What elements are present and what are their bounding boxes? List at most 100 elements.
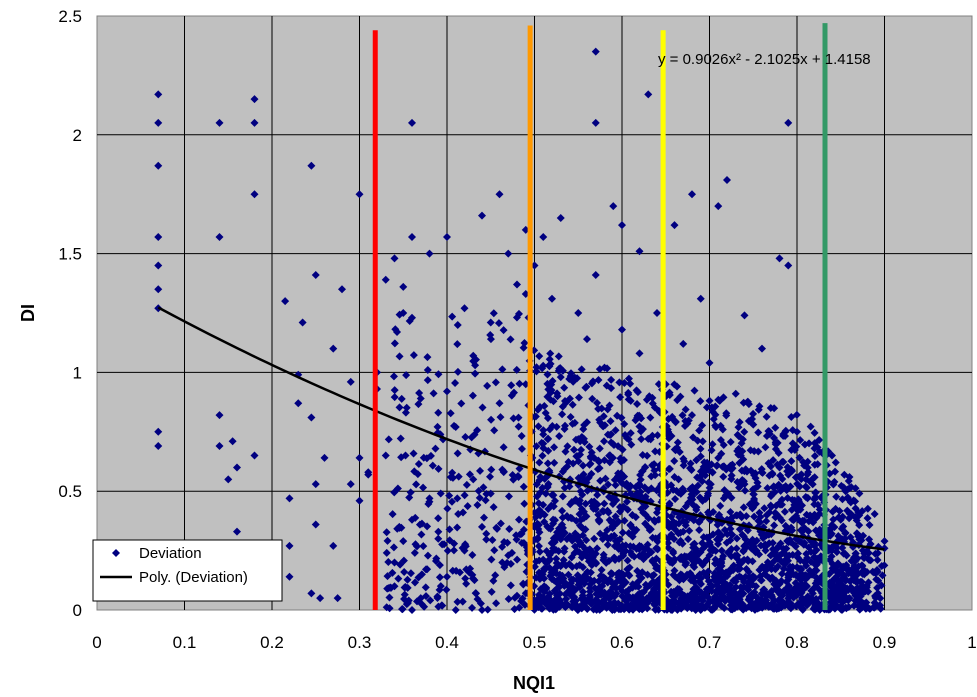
data-point [329, 541, 338, 550]
data-point [451, 379, 460, 388]
data-point [612, 589, 621, 598]
data-point [681, 405, 690, 414]
data-point [776, 500, 785, 509]
data-point [800, 461, 809, 470]
data-point [454, 472, 463, 481]
data-point [574, 393, 583, 402]
data-point [414, 400, 423, 409]
data-point [606, 417, 615, 426]
data-point [454, 509, 463, 518]
data-point [600, 499, 609, 508]
data-point [837, 604, 846, 613]
data-point [412, 480, 421, 489]
data-point [423, 551, 432, 560]
data-point [732, 534, 741, 543]
data-point [537, 604, 546, 613]
data-point [409, 449, 418, 458]
y-tick-label: 0.5 [58, 482, 82, 501]
data-point [815, 435, 824, 444]
data-point [492, 599, 501, 608]
data-point [860, 554, 869, 563]
data-point [808, 480, 817, 489]
data-point [667, 481, 676, 490]
data-point [421, 583, 430, 592]
data-point [530, 562, 539, 571]
data-point [405, 493, 414, 502]
data-point [649, 570, 658, 579]
x-tick-label: 0.2 [260, 633, 284, 652]
data-point [614, 544, 623, 553]
data-point [381, 451, 390, 460]
data-point [556, 373, 565, 382]
data-point [863, 514, 872, 523]
data-point [346, 377, 355, 386]
data-point [880, 537, 889, 546]
data-point [779, 457, 788, 466]
data-point [863, 504, 872, 513]
data-point [592, 559, 601, 568]
data-point [394, 574, 403, 583]
data-point [435, 573, 444, 582]
data-point [829, 480, 838, 489]
data-point [534, 422, 543, 431]
data-point [688, 411, 696, 420]
data-point [635, 422, 644, 431]
data-point [723, 572, 732, 581]
data-point [689, 433, 698, 442]
data-point [586, 454, 595, 463]
data-point [663, 539, 672, 548]
data-point [595, 605, 604, 614]
data-point [686, 459, 695, 468]
x-tick-label: 1 [967, 633, 976, 652]
data-point [653, 309, 661, 317]
data-point [880, 561, 889, 570]
data-point [847, 557, 856, 566]
data-point [765, 471, 774, 480]
data-point [857, 598, 866, 607]
data-point [574, 580, 583, 589]
data-point [443, 504, 452, 513]
data-point [593, 500, 602, 509]
data-point [479, 483, 488, 492]
data-point [727, 589, 736, 598]
data-point [642, 599, 651, 608]
data-point [396, 560, 405, 569]
data-point [568, 400, 577, 409]
data-point [833, 559, 842, 568]
data-point [706, 546, 715, 555]
data-point [866, 556, 875, 565]
data-point [731, 389, 740, 398]
data-point [760, 585, 769, 594]
data-point [705, 396, 714, 405]
data-point [637, 542, 646, 551]
data-point [250, 118, 259, 127]
data-point [875, 601, 884, 610]
data-point [398, 605, 407, 614]
data-point [629, 542, 638, 551]
data-point [770, 434, 779, 443]
data-point [346, 480, 355, 489]
data-point [678, 411, 687, 420]
data-point [390, 393, 399, 402]
data-point [569, 575, 578, 584]
data-point [509, 388, 518, 397]
data-point [769, 456, 778, 465]
data-point [611, 426, 620, 435]
data-point [690, 555, 699, 564]
data-point [702, 533, 711, 542]
data-point [154, 232, 163, 241]
data-point [389, 372, 398, 381]
data-point [385, 593, 394, 602]
data-point [835, 589, 844, 598]
data-point [711, 592, 720, 601]
data-point [555, 432, 564, 441]
data-point [763, 558, 772, 567]
data-point [541, 489, 550, 498]
data-point [595, 444, 604, 453]
data-point [582, 536, 591, 545]
data-point [616, 393, 625, 402]
data-point [648, 578, 657, 587]
data-point [433, 594, 442, 603]
data-point [544, 446, 553, 455]
data-point [154, 118, 163, 127]
